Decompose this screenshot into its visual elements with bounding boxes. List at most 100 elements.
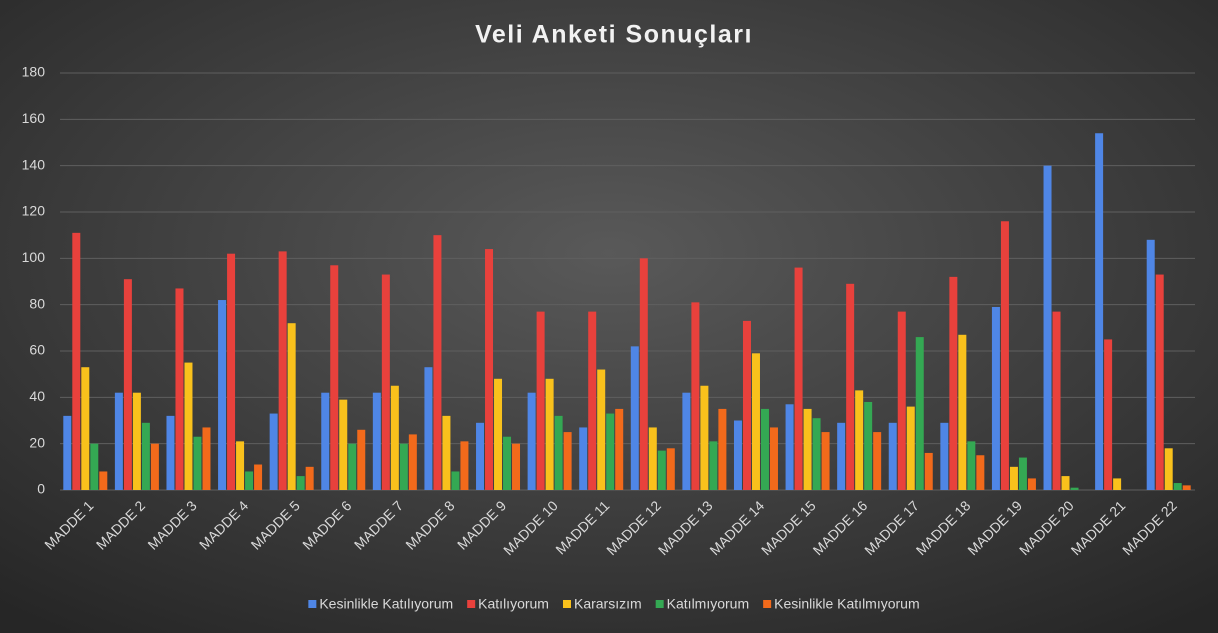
bar bbox=[821, 432, 830, 490]
bar bbox=[503, 436, 512, 490]
bar bbox=[794, 267, 803, 490]
bar bbox=[269, 413, 278, 490]
legend-swatch bbox=[467, 600, 476, 608]
bar bbox=[72, 232, 81, 490]
bar bbox=[648, 427, 657, 490]
y-tick-label: 40 bbox=[29, 388, 45, 404]
bar bbox=[1043, 165, 1052, 490]
bar bbox=[606, 413, 615, 490]
y-tick-label: 80 bbox=[29, 295, 45, 311]
bar bbox=[63, 415, 72, 490]
bar bbox=[718, 408, 727, 490]
y-tick-label: 100 bbox=[22, 249, 46, 265]
bar bbox=[873, 432, 882, 490]
bar bbox=[1070, 487, 1079, 490]
bar bbox=[769, 427, 778, 490]
bar bbox=[408, 434, 417, 490]
bar bbox=[639, 258, 648, 490]
bar bbox=[339, 399, 348, 490]
bar bbox=[460, 441, 469, 490]
bar bbox=[278, 251, 287, 490]
bar bbox=[390, 385, 399, 490]
bar bbox=[512, 443, 521, 490]
bar bbox=[218, 300, 227, 490]
bar bbox=[424, 367, 433, 490]
bar bbox=[1027, 478, 1036, 490]
bar bbox=[536, 311, 545, 490]
bar bbox=[554, 415, 563, 490]
legend-label: Katılıyorum bbox=[478, 596, 549, 612]
bar bbox=[1000, 221, 1009, 490]
bar bbox=[1104, 339, 1113, 490]
legend-label: Kararsızım bbox=[574, 596, 642, 612]
bar bbox=[1146, 239, 1155, 490]
bar bbox=[949, 276, 958, 490]
bar bbox=[976, 455, 985, 490]
bar bbox=[615, 408, 624, 490]
legend-swatch bbox=[562, 600, 571, 608]
legend-label: Kesinlikle Katılıyorum bbox=[319, 596, 453, 612]
bar bbox=[1182, 485, 1191, 490]
bar bbox=[579, 427, 588, 490]
y-tick-label: 140 bbox=[22, 156, 46, 172]
bar bbox=[81, 367, 90, 490]
bar bbox=[691, 302, 700, 490]
bar bbox=[227, 253, 236, 490]
bar bbox=[597, 369, 606, 490]
bar bbox=[958, 334, 967, 490]
bar bbox=[451, 471, 460, 490]
bar bbox=[1173, 483, 1182, 490]
bar bbox=[114, 392, 123, 490]
bar bbox=[588, 311, 597, 490]
bar bbox=[1095, 133, 1104, 490]
bar bbox=[245, 471, 254, 490]
bar bbox=[141, 422, 150, 490]
bar bbox=[236, 441, 245, 490]
bar bbox=[175, 288, 184, 490]
bar bbox=[166, 415, 175, 490]
bar bbox=[888, 422, 897, 490]
bar bbox=[476, 422, 485, 490]
bar bbox=[545, 378, 554, 490]
bar bbox=[99, 471, 108, 490]
bar bbox=[803, 408, 812, 490]
bar bbox=[991, 306, 1000, 490]
bar bbox=[287, 323, 296, 490]
bar bbox=[123, 279, 132, 490]
bar bbox=[1052, 311, 1061, 490]
bar bbox=[1113, 478, 1122, 490]
bar bbox=[940, 422, 949, 490]
bar bbox=[1009, 466, 1018, 490]
y-tick-label: 60 bbox=[29, 342, 45, 358]
chart-title: Veli Anketi Sonuçları bbox=[475, 21, 753, 49]
bar bbox=[864, 401, 873, 490]
bar bbox=[760, 408, 769, 490]
bar bbox=[666, 448, 675, 490]
legend-swatch bbox=[763, 600, 772, 608]
bar bbox=[330, 265, 339, 490]
bar bbox=[1164, 448, 1173, 490]
bar bbox=[193, 436, 202, 490]
bar bbox=[906, 406, 915, 490]
bar bbox=[485, 249, 494, 490]
bar bbox=[742, 320, 751, 490]
bar bbox=[967, 441, 976, 490]
bar bbox=[348, 443, 357, 490]
bar bbox=[372, 392, 381, 490]
bar bbox=[855, 390, 864, 490]
bar bbox=[812, 418, 821, 490]
bar bbox=[90, 443, 99, 490]
legend-swatch bbox=[308, 600, 317, 608]
bar bbox=[837, 422, 846, 490]
bar bbox=[494, 378, 503, 490]
bar bbox=[305, 466, 314, 490]
bar bbox=[709, 441, 718, 490]
bar bbox=[381, 274, 390, 490]
bar bbox=[700, 385, 709, 490]
bar bbox=[751, 353, 760, 490]
bar bbox=[682, 392, 691, 490]
legend-swatch bbox=[655, 600, 664, 608]
bar bbox=[150, 443, 159, 490]
bar bbox=[442, 415, 451, 490]
